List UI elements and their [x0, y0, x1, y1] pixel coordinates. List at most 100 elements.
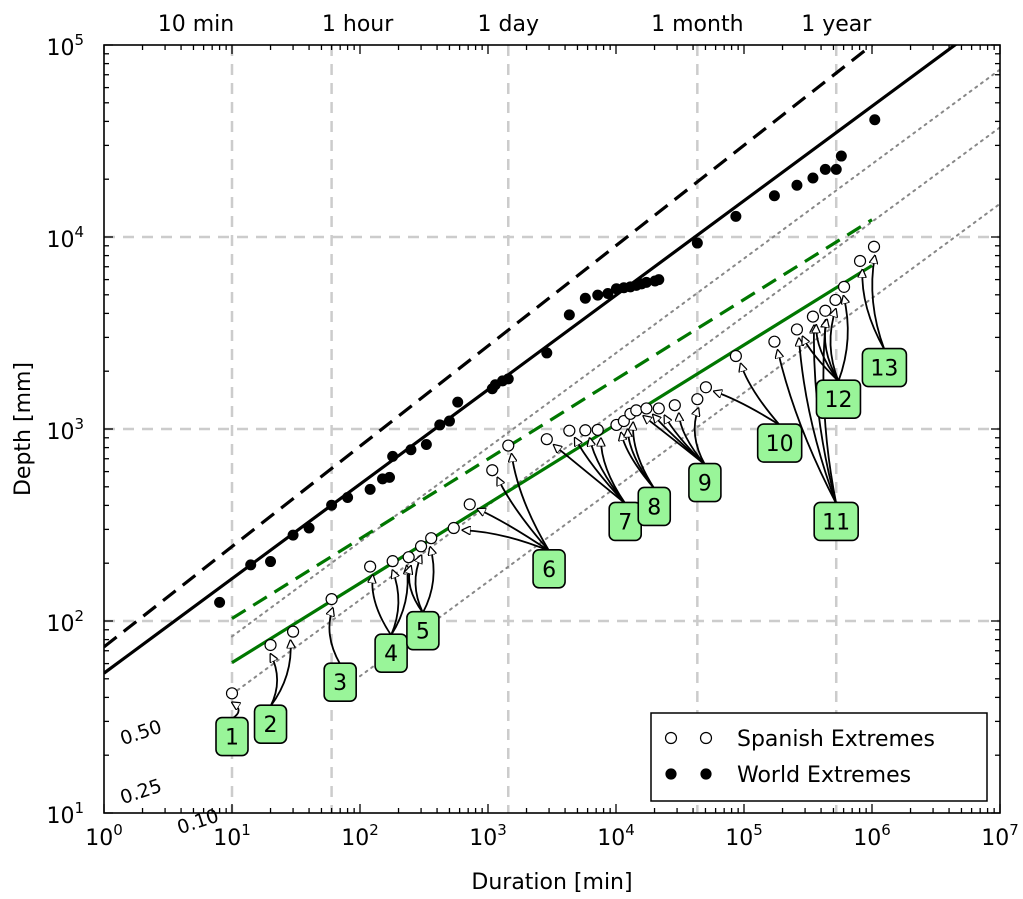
- spanish-extreme-point: [691, 393, 704, 406]
- x-tick-label: 105: [725, 821, 763, 851]
- annotation-label: 5: [416, 620, 430, 645]
- annotation-arrow: [830, 309, 840, 382]
- x-tick-base: 10: [853, 826, 881, 851]
- y-tick-base: 10: [46, 804, 74, 829]
- spanish-extreme-point: [837, 280, 851, 293]
- spanish-extreme-point: [225, 687, 239, 700]
- annotation-arrow: [415, 555, 424, 614]
- y-tick-exponent: 1: [74, 799, 84, 817]
- y-axis-label: Depth [mm]: [11, 362, 36, 496]
- y-tick-exponent: 3: [74, 415, 84, 433]
- x-tick-label: 106: [853, 821, 891, 851]
- x-axis-label: Duration [min]: [471, 870, 632, 895]
- x-tick-base: 10: [341, 826, 369, 851]
- annotation-box: [406, 610, 440, 651]
- annotation-arrow: [633, 422, 656, 489]
- y-tick-label: 105: [46, 31, 84, 61]
- legend-marker-filled-circle: [700, 768, 712, 780]
- annotation-arrow: [872, 256, 886, 350]
- spanish-extreme-point: [502, 439, 515, 452]
- world-extreme-point: [326, 499, 338, 511]
- annotation-arrow: [271, 654, 278, 707]
- y-tick-exponent: 5: [74, 31, 84, 49]
- world-extreme-point: [387, 450, 399, 462]
- fit-line-dashed: [104, 45, 873, 649]
- x-tick-base: 10: [213, 826, 241, 851]
- annotation-box: [637, 486, 672, 527]
- annotation-box: [253, 704, 288, 745]
- world-extreme-point: [830, 163, 842, 175]
- annotation-label: 6: [542, 558, 556, 583]
- spanish-extreme-point: [819, 304, 832, 317]
- world-extreme-point: [691, 237, 703, 249]
- reference-line: [359, 202, 1001, 678]
- reference-line: [231, 68, 1001, 638]
- y-tick-base: 10: [46, 36, 74, 61]
- y-tick-label: 102: [46, 607, 84, 637]
- spanish-extreme-point: [699, 381, 713, 394]
- annotation-box: [215, 716, 249, 757]
- world-extreme-point: [287, 529, 299, 541]
- x-tick-exponent: 3: [497, 821, 507, 839]
- world-extreme-point: [791, 179, 803, 191]
- world-extreme-point: [214, 596, 226, 608]
- annotation-box: [813, 501, 859, 542]
- legend-label: World Extremes: [737, 763, 911, 788]
- duration-markers: 10 min 1 hour 1 day 1 month 1 year: [158, 12, 872, 37]
- annotation-box: [815, 379, 862, 419]
- duration-marker-label: 1 day: [478, 12, 539, 37]
- spanish-extreme-point: [463, 498, 476, 511]
- annotation-box: [374, 633, 408, 673]
- legend-marker-open-circle: [699, 731, 713, 745]
- y-tick-base: 10: [46, 612, 74, 637]
- y-tick-label: 101: [46, 799, 84, 829]
- spanish-extreme-point: [364, 560, 377, 573]
- world-extreme-point: [541, 347, 553, 359]
- annotation-box: [861, 347, 908, 388]
- data-points: [214, 114, 881, 700]
- spanish-extreme-point: [729, 349, 742, 363]
- annotation-arrow: [803, 336, 840, 382]
- fit-line-dashed: [231, 218, 873, 620]
- x-tick-base: 10: [469, 826, 497, 851]
- x-tick-label: 101: [213, 821, 251, 851]
- fit-line-solid: [231, 264, 873, 664]
- spanish-extreme-point: [768, 335, 781, 348]
- x-tick-label: 103: [469, 821, 507, 851]
- annotation-arrow: [390, 570, 398, 636]
- world-extreme-point: [383, 471, 395, 483]
- annotation-box: [532, 549, 566, 589]
- legend-label: Spanish Extremes: [737, 727, 935, 752]
- spanish-extreme-point: [264, 638, 277, 652]
- spanish-extreme-point: [447, 521, 460, 535]
- world-extreme-point: [807, 172, 819, 184]
- spanish-extreme-point: [563, 424, 576, 437]
- world-extreme-point: [364, 483, 376, 495]
- annotation-arrow: [714, 391, 781, 426]
- annotation-label: 8: [647, 495, 661, 520]
- x-tick-base: 10: [725, 826, 753, 851]
- world-extreme-point: [245, 559, 257, 571]
- x-tick-base: 10: [85, 826, 113, 851]
- annotation-arrows: [232, 256, 886, 720]
- y-tick-exponent: 2: [74, 607, 84, 625]
- spanish-extreme-point: [668, 399, 681, 412]
- world-extreme-point: [420, 439, 432, 451]
- annotation-label: 7: [618, 510, 632, 535]
- x-tick-label: 100: [85, 821, 123, 851]
- world-extreme-point: [819, 163, 831, 175]
- spanish-extreme-point: [402, 551, 415, 564]
- y-tick-base: 10: [46, 228, 74, 253]
- legend-marker-open-circle: [664, 731, 678, 745]
- y-tick-base: 10: [46, 420, 74, 445]
- world-extreme-point: [265, 556, 277, 568]
- y-tick-label: 103: [46, 415, 84, 445]
- spanish-extreme-point: [579, 424, 592, 437]
- annotation-arrow: [269, 640, 291, 707]
- spanish-extreme-point: [853, 254, 867, 268]
- annotation-arrow: [329, 608, 341, 665]
- world-extreme-point: [434, 419, 446, 431]
- annotation-arrow: [422, 547, 434, 614]
